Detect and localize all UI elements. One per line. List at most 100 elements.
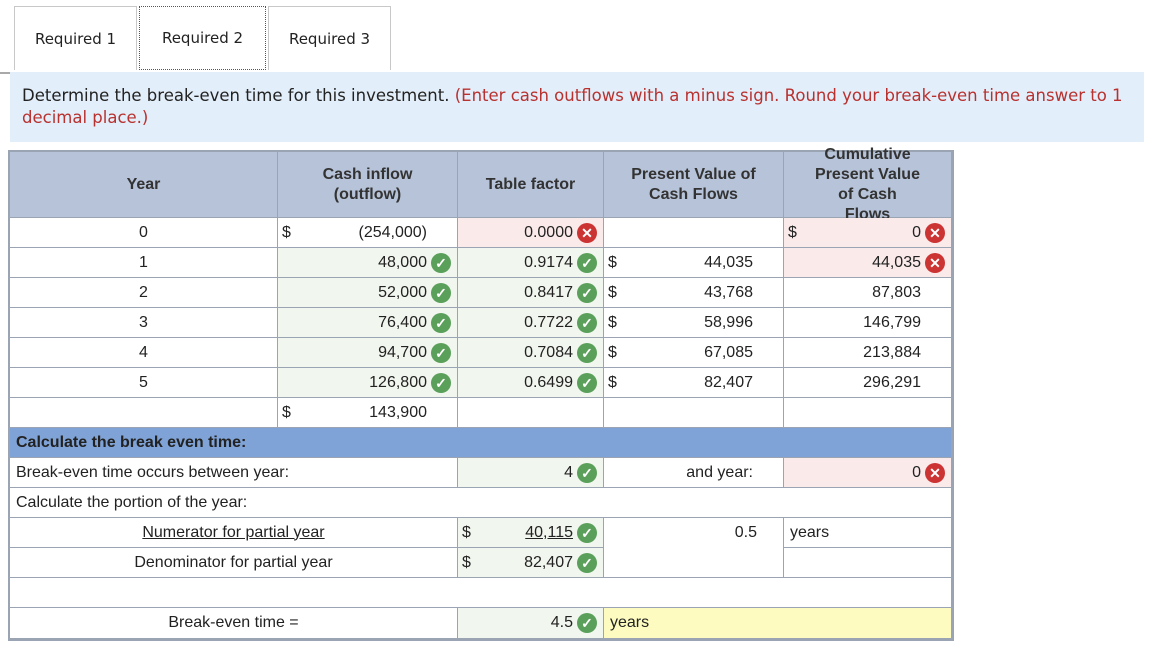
check-icon: ✓ [577, 312, 597, 333]
year-cell: 3 [10, 308, 278, 338]
result-label: Break-even time = [10, 608, 458, 639]
year-cell: 4 [10, 338, 278, 368]
table-factor-input[interactable]: 0.6499 ✓ [458, 368, 604, 398]
currency-symbol: $ [282, 403, 291, 421]
pv-value: 43,768 [704, 283, 753, 301]
currency-symbol: $ [608, 313, 617, 331]
table-factor-input[interactable]: 0.7722 ✓ [458, 308, 604, 338]
x-icon: ✕ [577, 222, 597, 243]
total-cash-cell: $ 143,900 [278, 398, 458, 428]
instruction-banner: Determine the break-even time for this i… [10, 72, 1144, 142]
check-icon: ✓ [577, 282, 597, 303]
spacer-row [10, 578, 952, 608]
check-icon: ✓ [577, 372, 597, 393]
numerator-label: Numerator for partial year [10, 518, 458, 548]
header-table-factor: Table factor [458, 152, 604, 218]
pv-value: 82,407 [704, 373, 753, 391]
total-cash-value: 143,900 [369, 403, 427, 421]
cash-value: 52,000 [378, 283, 427, 301]
numerator-value: 40,115 [525, 523, 573, 541]
factor-value: 0.9174 [524, 253, 573, 271]
currency-symbol: $ [608, 283, 617, 301]
denominator-label: Denominator for partial year [10, 548, 458, 578]
empty-cell [784, 548, 952, 578]
check-icon: ✓ [577, 613, 597, 633]
currency-symbol: $ [608, 253, 617, 271]
x-icon: ✕ [925, 222, 945, 243]
cumulative-cell: 87,803 [784, 278, 952, 308]
result-value: 4.5 [550, 614, 573, 631]
present-value-cell[interactable] [604, 218, 784, 248]
section-title: Calculate the break even time: [10, 428, 952, 458]
present-value-cell: $ 67,085 [604, 338, 784, 368]
tab-required-1[interactable]: Required 1 [14, 6, 137, 70]
cumulative-input[interactable]: 44,035 ✕ [784, 248, 952, 278]
present-value-cell: $ 58,996 [604, 308, 784, 338]
cumulative-input[interactable]: $ 0 ✕ [784, 218, 952, 248]
currency-symbol: $ [462, 553, 471, 571]
cumulative-cell: 296,291 [784, 368, 952, 398]
cumulative-value: 296,291 [863, 373, 921, 391]
cash-inflow-input[interactable]: 52,000 ✓ [278, 278, 458, 308]
cumulative-cell: 146,799 [784, 308, 952, 338]
instruction-text: Determine the break-even time for this i… [22, 86, 450, 105]
cash-inflow-input[interactable]: 76,400 ✓ [278, 308, 458, 338]
and-year-label: and year: [604, 458, 784, 488]
check-icon: ✓ [431, 252, 451, 273]
empty-cell [604, 398, 784, 428]
check-icon: ✓ [577, 522, 597, 543]
between-year2-value: 0 [912, 463, 921, 481]
table-factor-input[interactable]: 0.0000 ✕ [458, 218, 604, 248]
year-cell: 2 [10, 278, 278, 308]
between-year1-value: 4 [564, 463, 573, 481]
cumulative-cell: 213,884 [784, 338, 952, 368]
check-icon: ✓ [577, 462, 597, 483]
years-label: years [784, 518, 952, 548]
check-icon: ✓ [577, 252, 597, 273]
table-factor-input[interactable]: 0.9174 ✓ [458, 248, 604, 278]
currency-symbol: $ [608, 373, 617, 391]
between-year2-input[interactable]: 0 ✕ [784, 458, 952, 488]
between-year1-input[interactable]: 4 ✓ [458, 458, 604, 488]
factor-value: 0.0000 [524, 223, 573, 241]
x-icon: ✕ [925, 252, 945, 273]
currency-symbol: $ [282, 223, 291, 241]
cash-value: 126,800 [369, 373, 427, 391]
denominator-value: 82,407 [524, 553, 573, 571]
tab-required-3[interactable]: Required 3 [268, 6, 391, 70]
pv-value: 44,035 [704, 253, 753, 271]
result-input[interactable]: 4.5 ✓ [458, 608, 604, 639]
empty-cell [10, 398, 278, 428]
currency-symbol: $ [788, 223, 797, 241]
table-factor-input[interactable]: 0.7084 ✓ [458, 338, 604, 368]
x-icon: ✕ [925, 462, 945, 483]
cash-inflow-input[interactable]: $ (254,000) [278, 218, 458, 248]
factor-value: 0.8417 [524, 283, 573, 301]
denominator-input[interactable]: $ 82,407 ✓ [458, 548, 604, 578]
cash-inflow-input[interactable]: 48,000 ✓ [278, 248, 458, 278]
check-icon: ✓ [577, 342, 597, 363]
cumulative-value: 44,035 [872, 253, 921, 271]
cash-inflow-input[interactable]: 126,800 ✓ [278, 368, 458, 398]
header-present-value: Present Value of Cash Flows [604, 152, 784, 218]
cash-inflow-input[interactable]: 94,700 ✓ [278, 338, 458, 368]
result-unit: years [604, 608, 952, 639]
present-value-cell: $ 44,035 [604, 248, 784, 278]
year-cell: 0 [10, 218, 278, 248]
portion-value-cell: 0.5 [604, 518, 784, 578]
tab-required-2[interactable]: Required 2 [139, 6, 266, 70]
header-year: Year [10, 152, 278, 218]
cash-value: (254,000) [358, 223, 428, 241]
table-factor-input[interactable]: 0.8417 ✓ [458, 278, 604, 308]
factor-value: 0.6499 [524, 373, 573, 391]
year-cell: 1 [10, 248, 278, 278]
present-value-cell: $ 43,768 [604, 278, 784, 308]
cumulative-value: 87,803 [872, 283, 921, 301]
numerator-input[interactable]: $ 40,115 ✓ [458, 518, 604, 548]
factor-value: 0.7722 [524, 313, 573, 331]
cumulative-value: 0 [912, 223, 921, 241]
worksheet-frame [8, 150, 954, 641]
numerator-label-text: Numerator for partial year [142, 523, 325, 541]
check-icon: ✓ [577, 552, 597, 573]
tab-bar: Required 1 Required 2 Required 3 [0, 0, 1144, 74]
